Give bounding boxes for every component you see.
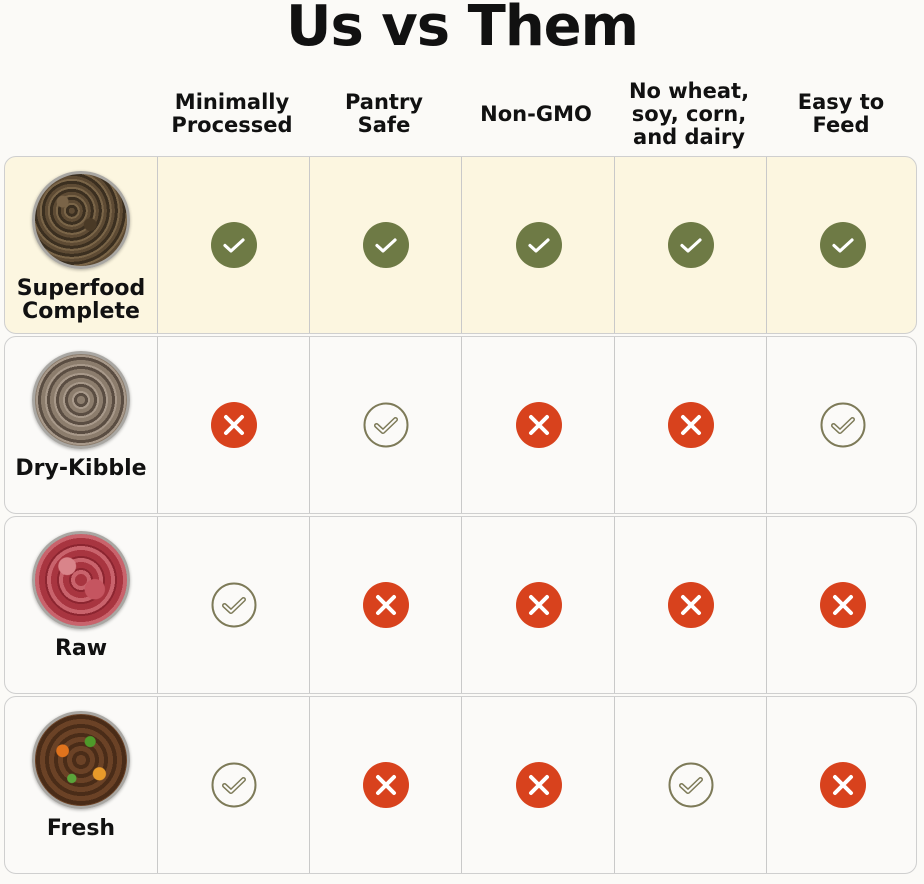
- cross-icon: [211, 402, 257, 448]
- comparison-cell: [309, 157, 462, 333]
- check-outline-icon: [820, 402, 866, 448]
- check-outline-icon: [211, 582, 257, 628]
- product-cell: Fresh: [5, 697, 157, 873]
- comparison-cell: [461, 517, 615, 693]
- comparison-row: Superfood Complete: [4, 156, 917, 334]
- check-outline-icon: [668, 762, 714, 808]
- cross-icon: [820, 582, 866, 628]
- comparison-cell: [461, 697, 615, 873]
- comparison-cell: [614, 157, 767, 333]
- comparison-cell: [157, 517, 310, 693]
- comparison-cell: [766, 517, 919, 693]
- page-title: Us vs Them: [285, 0, 639, 59]
- comparison-cell: [766, 157, 919, 333]
- comparison-cell: [157, 157, 310, 333]
- product-name: Dry-Kibble: [15, 456, 147, 481]
- comparison-cell: [157, 337, 310, 513]
- comparison-cell: [614, 697, 767, 873]
- comparison-cell: [614, 337, 767, 513]
- comparison-cell: [309, 697, 462, 873]
- comparison-cell: [461, 157, 615, 333]
- cross-icon: [515, 762, 562, 808]
- check-filled-icon: [515, 222, 562, 268]
- comparison-cell: [461, 337, 615, 513]
- column-header: No wheat, soy, corn, and dairy: [628, 78, 750, 149]
- comparison-row: Fresh: [4, 696, 917, 874]
- product-cell: Dry-Kibble: [5, 337, 157, 513]
- cross-icon: [363, 582, 409, 628]
- comparison-cell: [766, 697, 919, 873]
- cross-icon: [820, 762, 866, 808]
- comparison-cell: [309, 337, 462, 513]
- comparison-cell: [157, 697, 310, 873]
- cross-icon: [668, 582, 714, 628]
- comparison-cell: [766, 337, 919, 513]
- column-header: Pantry Safe: [344, 90, 424, 137]
- comparison-cell: [614, 517, 767, 693]
- comparison-row: Dry-Kibble: [4, 336, 917, 514]
- cross-icon: [515, 582, 562, 628]
- check-filled-icon: [820, 222, 866, 268]
- comparison-cell: [309, 517, 462, 693]
- column-header: Non-GMO: [480, 101, 592, 126]
- comparison-row: Raw: [4, 516, 917, 694]
- food-bowl-image: [32, 711, 130, 809]
- food-bowl-image: [32, 531, 130, 629]
- product-name: Raw: [54, 636, 108, 661]
- product-cell: Superfood Complete: [5, 157, 157, 333]
- product-name: Superfood Complete: [16, 276, 146, 324]
- column-header: Easy to Feed: [797, 90, 885, 137]
- check-filled-icon: [363, 222, 409, 268]
- cross-icon: [515, 402, 562, 448]
- cross-icon: [363, 762, 409, 808]
- check-outline-icon: [363, 402, 409, 448]
- cross-icon: [668, 402, 714, 448]
- food-bowl-image: [32, 171, 130, 269]
- check-filled-icon: [211, 222, 257, 268]
- check-filled-icon: [668, 222, 714, 268]
- check-outline-icon: [211, 762, 257, 808]
- food-bowl-image: [32, 351, 130, 449]
- product-name: Fresh: [46, 816, 116, 841]
- product-cell: Raw: [5, 517, 157, 693]
- column-header: Minimally Processed: [171, 90, 293, 137]
